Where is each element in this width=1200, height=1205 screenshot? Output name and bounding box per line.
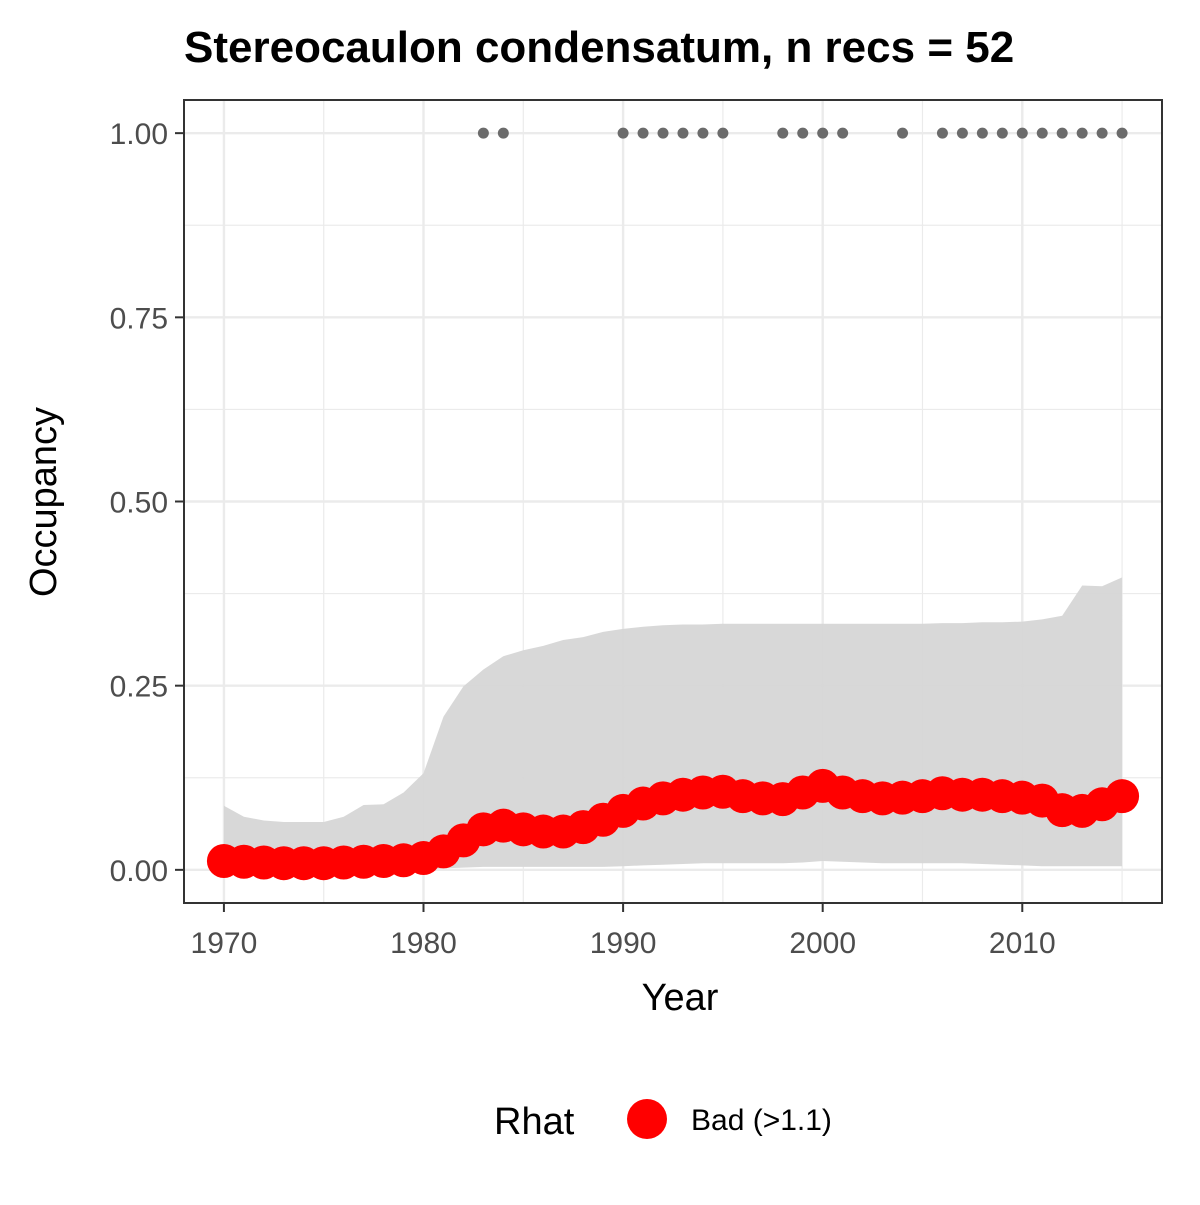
detection-point <box>717 127 729 139</box>
x-tick-label: 1970 <box>191 927 258 960</box>
detection-point <box>1036 127 1048 139</box>
detection-point <box>497 127 509 139</box>
occupancy-points <box>206 768 1140 881</box>
detection-point <box>976 127 988 139</box>
detection-point <box>677 127 689 139</box>
detection-point <box>617 127 629 139</box>
detection-point <box>996 127 1008 139</box>
detection-point <box>477 127 489 139</box>
legend-label-bad-rhat: Bad (>1.1) <box>691 1104 832 1137</box>
y-tick-label: 0.25 <box>110 671 168 704</box>
legend: Rhat Bad (>1.1) <box>494 1099 832 1143</box>
detection-point <box>657 127 669 139</box>
detection-point <box>637 127 649 139</box>
y-tick-label: 1.00 <box>110 118 168 151</box>
chart-title: Stereocaulon condensatum, n recs = 52 <box>184 23 1014 72</box>
detection-point <box>837 127 849 139</box>
x-tick-label: 1980 <box>390 927 457 960</box>
legend-title: Rhat <box>494 1101 575 1143</box>
detection-point <box>797 127 809 139</box>
detection-point <box>956 127 968 139</box>
occupancy-point <box>1105 779 1140 814</box>
axes: 1970 1980 1990 2000 2010 0.00 0.25 0.50 0.75 1.00 <box>110 118 1056 960</box>
x-tick-label: 2000 <box>789 927 856 960</box>
detection-point <box>1076 127 1088 139</box>
detection-point <box>1116 127 1128 139</box>
x-tick-label: 1990 <box>590 927 657 960</box>
detection-markers <box>477 127 1128 139</box>
y-tick-label: 0.00 <box>110 855 168 888</box>
detection-point <box>1096 127 1108 139</box>
x-axis-title: Year <box>642 977 719 1019</box>
y-tick-label: 0.75 <box>110 302 168 335</box>
detection-point <box>1016 127 1028 139</box>
y-tick-label: 0.50 <box>110 487 168 520</box>
detection-point <box>817 127 829 139</box>
detection-point <box>1056 127 1068 139</box>
detection-point <box>697 127 709 139</box>
detection-point <box>936 127 948 139</box>
detection-point <box>777 127 789 139</box>
detection-point <box>897 127 909 139</box>
legend-key-bad-rhat <box>627 1099 667 1139</box>
y-axis-title: Occupancy <box>23 407 65 597</box>
x-tick-label: 2010 <box>989 927 1056 960</box>
